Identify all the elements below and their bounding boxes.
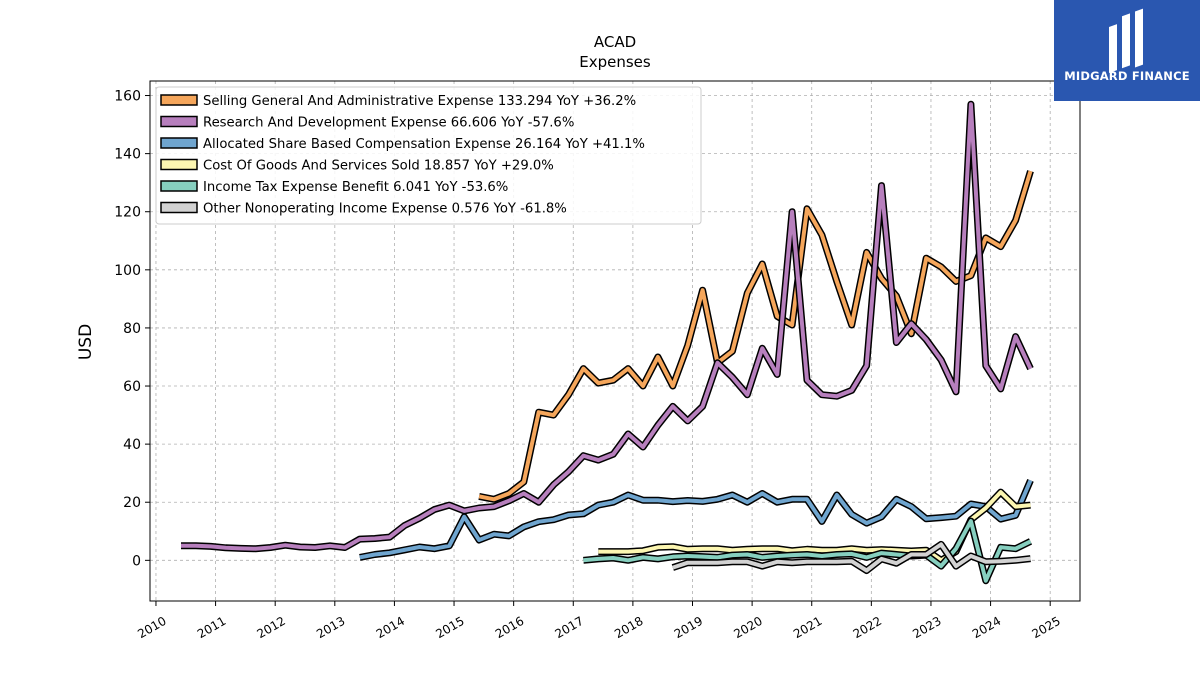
y-tick-label: 160 xyxy=(114,89,141,105)
x-tick-label: 2022 xyxy=(851,614,884,641)
x-tick-label: 2013 xyxy=(314,614,347,641)
x-axis-ticks: 2010 2011 2012 2013 2014 2015 2016 2017 2018 2019… xyxy=(135,601,1063,641)
series-line-2 xyxy=(359,479,1034,561)
y-tick-label: 60 xyxy=(123,379,141,395)
x-tick-label: 2011 xyxy=(195,614,228,641)
x-tick-label: 2024 xyxy=(970,614,1003,641)
legend-swatch xyxy=(160,201,198,214)
x-tick-label: 2023 xyxy=(910,614,943,641)
series-stroke xyxy=(359,479,1033,560)
x-tick-label: 2016 xyxy=(493,614,526,641)
chart-subtitle: Expenses xyxy=(579,53,651,71)
x-tick-label: 2018 xyxy=(612,614,645,641)
y-axis-ticks: 0 20 40 60 80 100 120 140 160 xyxy=(114,89,150,569)
legend-label: Selling General And Administrative Expen… xyxy=(203,94,636,109)
legend-item: Selling General And Administrative Expen… xyxy=(160,94,636,109)
series-stroke xyxy=(583,519,1032,583)
brand-name: MIDGARD FINANCE xyxy=(1064,69,1190,83)
legend-label: Income Tax Expense Benefit 6.041 YoY -53… xyxy=(203,180,508,195)
chart-title: ACAD xyxy=(594,33,636,51)
plot-area-frame xyxy=(149,80,1081,602)
series-line-5 xyxy=(671,540,1031,574)
y-tick-label: 120 xyxy=(114,205,141,221)
x-tick-label: 2014 xyxy=(374,614,407,641)
series-lines xyxy=(181,100,1034,585)
legend-item: Other Nonoperating Income Expense 0.576 … xyxy=(160,201,567,217)
y-tick-label: 40 xyxy=(123,437,141,453)
series-stroke xyxy=(478,170,1033,502)
legend-swatch xyxy=(160,94,198,106)
y-tick-label: 80 xyxy=(123,321,141,337)
legend-label: Research And Development Expense 66.606 … xyxy=(203,116,574,131)
legend-swatch xyxy=(160,115,198,128)
y-tick-label: 140 xyxy=(114,147,141,163)
series-line-4 xyxy=(583,517,1033,585)
x-tick-label: 2020 xyxy=(731,614,764,641)
legend-item: Cost Of Goods And Services Sold 18.857 Y… xyxy=(160,158,554,174)
x-tick-label: 2010 xyxy=(135,614,168,641)
legend-box xyxy=(155,86,702,225)
y-tick-label: 0 xyxy=(132,553,141,569)
series-line-1 xyxy=(181,100,1034,553)
y-tick-label: 20 xyxy=(123,495,141,511)
legend: Selling General And Administrative Expen… xyxy=(155,86,702,225)
legend-swatch xyxy=(160,137,198,149)
legend-swatch xyxy=(160,180,198,192)
x-tick-label: 2025 xyxy=(1029,614,1062,641)
y-axis-label: USD xyxy=(76,324,96,360)
midgard-logo-icon xyxy=(1109,8,1143,73)
series-stroke xyxy=(181,102,1033,551)
x-tick-label: 2012 xyxy=(254,614,287,641)
x-tick-label: 2019 xyxy=(672,614,705,641)
x-tick-label: 2021 xyxy=(791,614,824,641)
legend-item: Allocated Share Based Compensation Expen… xyxy=(160,137,645,152)
legend-label: Other Nonoperating Income Expense 0.576 … xyxy=(203,202,567,217)
brand-logo: MIDGARD FINANCE xyxy=(1054,0,1200,101)
x-tick-label: 2015 xyxy=(433,614,466,641)
legend-item: Income Tax Expense Benefit 6.041 YoY -53… xyxy=(160,180,508,195)
series-stroke xyxy=(672,542,1031,573)
x-tick-label: 2017 xyxy=(553,614,586,641)
legend-item: Research And Development Expense 66.606 … xyxy=(160,115,574,131)
legend-label: Allocated Share Based Compensation Expen… xyxy=(203,137,645,152)
legend-swatch xyxy=(160,158,198,171)
legend-label: Cost Of Goods And Services Sold 18.857 Y… xyxy=(203,159,554,174)
y-tick-label: 100 xyxy=(114,263,141,279)
series-line-0 xyxy=(478,170,1034,503)
